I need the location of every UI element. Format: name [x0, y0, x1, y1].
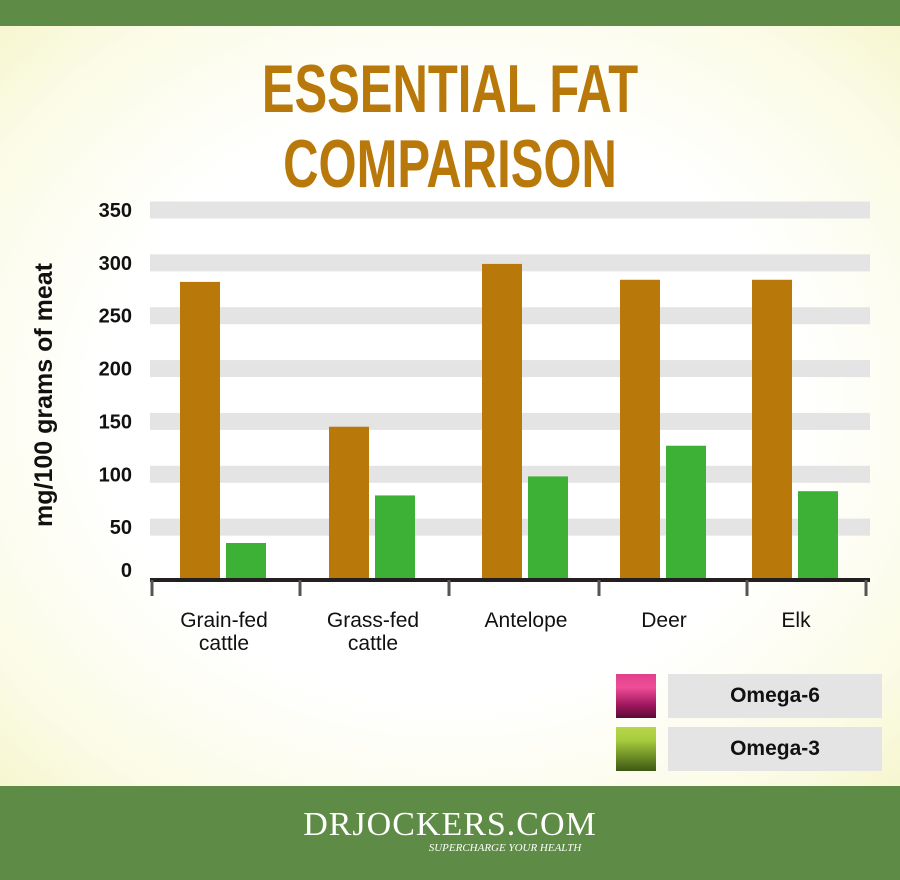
gridband-300: [150, 254, 870, 272]
bar-omega-6-1: [329, 426, 369, 580]
x-axis-line: [150, 578, 870, 582]
bar-omega-3-0: [226, 543, 266, 580]
bar-omega-3-1: [375, 495, 415, 580]
infographic-panel: [0, 26, 900, 786]
legend-swatch-omega6: [616, 674, 656, 718]
x-axis-tick-1: [298, 580, 302, 596]
legend-label-omega3: Omega-3: [668, 727, 882, 771]
x-category-label-4: Elk: [781, 609, 811, 632]
y-tick-label-250: 250: [99, 306, 132, 328]
y-tick-label-0: 0: [121, 560, 132, 582]
y-tick-label-350: 350: [99, 200, 132, 222]
legend-swatch-omega3: [616, 727, 656, 771]
chart-title: ESSENTIAL FAT COMPARISON: [261, 51, 639, 202]
x-category-label-3: Deer: [641, 609, 687, 632]
brand-logo: DRJOCKERS.COM SUPERCHARGE YOUR HEALTH: [0, 808, 900, 855]
x-axis-tick-0: [150, 580, 154, 596]
logo-text: DRJOCKERS.COM: [303, 806, 597, 843]
y-tick-label-300: 300: [99, 253, 132, 275]
x-category-label-0: Grain-fed cattle: [180, 609, 268, 655]
x-category-label-2: Antelope: [485, 609, 568, 632]
y-tick-label-50: 50: [110, 517, 132, 539]
legend-label-omega6: Omega-6: [668, 674, 882, 718]
y-tick-label-200: 200: [99, 359, 132, 381]
y-tick-label-150: 150: [99, 411, 132, 433]
y-tick-label-100: 100: [99, 464, 132, 486]
bar-omega-3-2: [528, 476, 568, 580]
footer-band: [0, 786, 900, 880]
bar-omega-6-2: [482, 263, 522, 580]
bar-omega-6-0: [180, 281, 220, 580]
x-axis-tick-2: [447, 580, 451, 596]
bar-omega-6-3: [620, 279, 660, 580]
x-category-label-1: Grass-fed cattle: [327, 609, 419, 655]
x-axis-tick-4: [745, 580, 749, 596]
bar-omega-3-4: [798, 491, 838, 580]
bar-omega-3-3: [666, 445, 706, 580]
top-band: [0, 0, 900, 26]
logo-tagline: SUPERCHARGE YOUR HEALTH: [428, 842, 582, 854]
bar-omega-6-4: [752, 279, 792, 580]
x-axis-tick-3: [597, 580, 601, 596]
x-axis-tick-5: [864, 580, 868, 596]
gridband-350: [150, 201, 870, 219]
y-axis-label: mg/100 grams of meat: [30, 262, 58, 527]
